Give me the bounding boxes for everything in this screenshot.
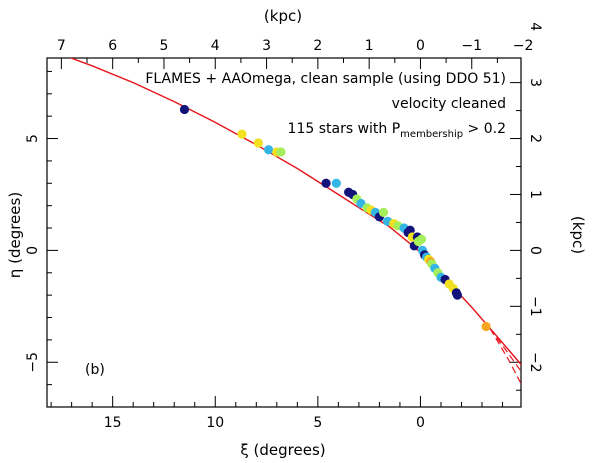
x-tick-label: 10 — [206, 415, 224, 431]
x-tick-label: 0 — [416, 415, 425, 431]
annotation-line-3: 115 stars with Pmembership > 0.2 — [288, 121, 506, 140]
top-tick-label: 5 — [160, 38, 169, 54]
right-tick-label: −1 — [527, 296, 543, 317]
top-tick-label: 2 — [313, 38, 322, 54]
top-tick-label: −2 — [513, 38, 534, 54]
top-tick-label: 6 — [108, 38, 117, 54]
orbit-curve-dashed — [489, 328, 521, 372]
annotation-line-3-main: 115 stars with P — [288, 121, 401, 137]
star-point — [378, 207, 389, 217]
right-axis-label: (kpc) — [569, 216, 587, 254]
annotation-line-3-threshold: > 0.2 — [463, 121, 506, 137]
annotation-line-3-subscript: membership — [400, 129, 463, 140]
top-tick-label: −1 — [461, 38, 482, 54]
top-tick-label: 4 — [211, 38, 220, 54]
right-tick-label: 2 — [527, 134, 543, 143]
x-tick-label: 15 — [104, 415, 122, 431]
top-tick-label: 3 — [262, 38, 271, 54]
star-point — [264, 145, 274, 155]
data-points — [179, 104, 491, 332]
right-tick-label: 3 — [527, 78, 543, 87]
x-axis-label: ξ (degrees) — [240, 441, 325, 459]
annotation-line-2: velocity cleaned — [392, 96, 506, 112]
y-axis-label: η (degrees) — [6, 192, 24, 278]
y-tick-label: 0 — [25, 246, 41, 255]
y-tick-label: −5 — [25, 352, 41, 373]
panel-label: (b) — [85, 362, 105, 378]
top-axis-label: (kpc) — [264, 7, 302, 25]
star-point — [237, 129, 247, 139]
top-tick-label: 0 — [416, 38, 425, 54]
top-tick-label: 1 — [365, 38, 374, 54]
right-tick-label: 1 — [527, 190, 543, 199]
top-tick-label: 7 — [57, 38, 66, 54]
star-point — [451, 288, 461, 298]
star-point — [276, 147, 286, 157]
right-tick-label: 4 — [527, 22, 543, 31]
plot-frame — [46, 57, 522, 408]
orbit-curve-dashed — [489, 328, 521, 384]
x-tick-label: 5 — [313, 415, 322, 431]
star-point — [416, 234, 427, 244]
star-point — [331, 178, 341, 188]
star-point — [481, 321, 491, 332]
star-point — [321, 178, 331, 188]
annotation-line-1: FLAMES + AAOmega, clean sample (using DD… — [145, 71, 506, 87]
star-point — [253, 138, 263, 148]
right-tick-label: 0 — [527, 246, 543, 255]
right-tick-label: −2 — [527, 352, 543, 373]
star-point — [179, 104, 190, 115]
axis-ticks — [47, 58, 521, 408]
y-tick-label: 5 — [25, 134, 41, 143]
